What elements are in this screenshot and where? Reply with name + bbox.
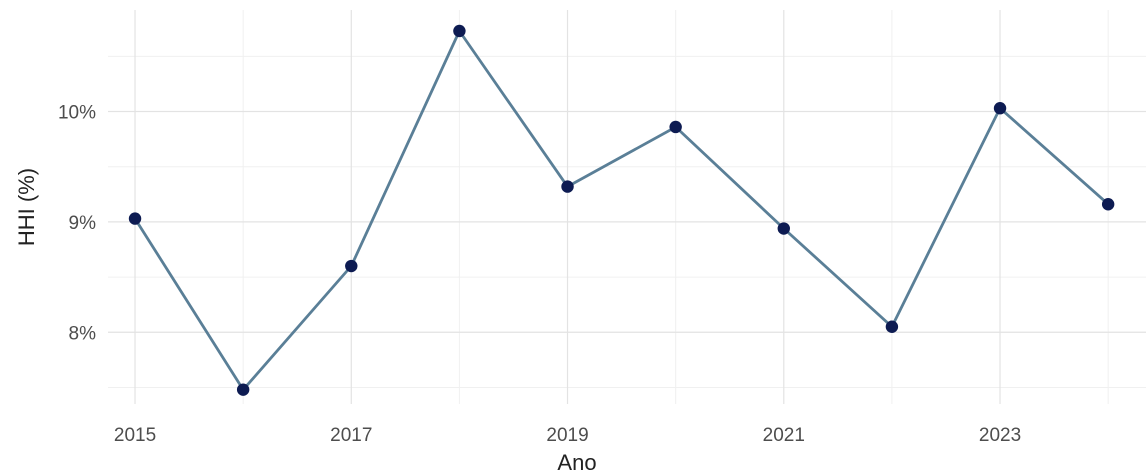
data-point-2024 — [1101, 198, 1115, 211]
data-point-2018 — [453, 24, 466, 38]
data-point-2019 — [561, 180, 574, 193]
data-point-2017 — [345, 259, 358, 273]
data-point-2015 — [128, 212, 142, 225]
data-point-2016 — [236, 383, 250, 396]
x-tick-label: 2021 — [763, 425, 805, 446]
series-layer — [128, 24, 1115, 396]
data-point-2020 — [669, 120, 682, 134]
data-point-2021 — [777, 222, 790, 235]
x-tick-label: 2019 — [546, 425, 588, 446]
x-axis-title: Ano — [557, 450, 596, 475]
series-line — [133, 29, 1110, 392]
y-axis-title: HHI (%) — [14, 168, 39, 246]
grid — [108, 10, 1146, 404]
y-tick-label: 9% — [69, 213, 97, 234]
x-tick-label: 2023 — [979, 425, 1021, 446]
tick-labels: 2015 2017 2019 2021 2023 8% 9% 10% — [58, 103, 1021, 446]
y-tick-label: 8% — [69, 323, 97, 344]
x-tick-label: 2017 — [330, 425, 372, 446]
data-point-2022 — [885, 320, 899, 333]
y-tick-label: 10% — [58, 103, 96, 124]
x-tick-label: 2015 — [114, 425, 156, 446]
data-point-2023 — [993, 102, 1007, 115]
